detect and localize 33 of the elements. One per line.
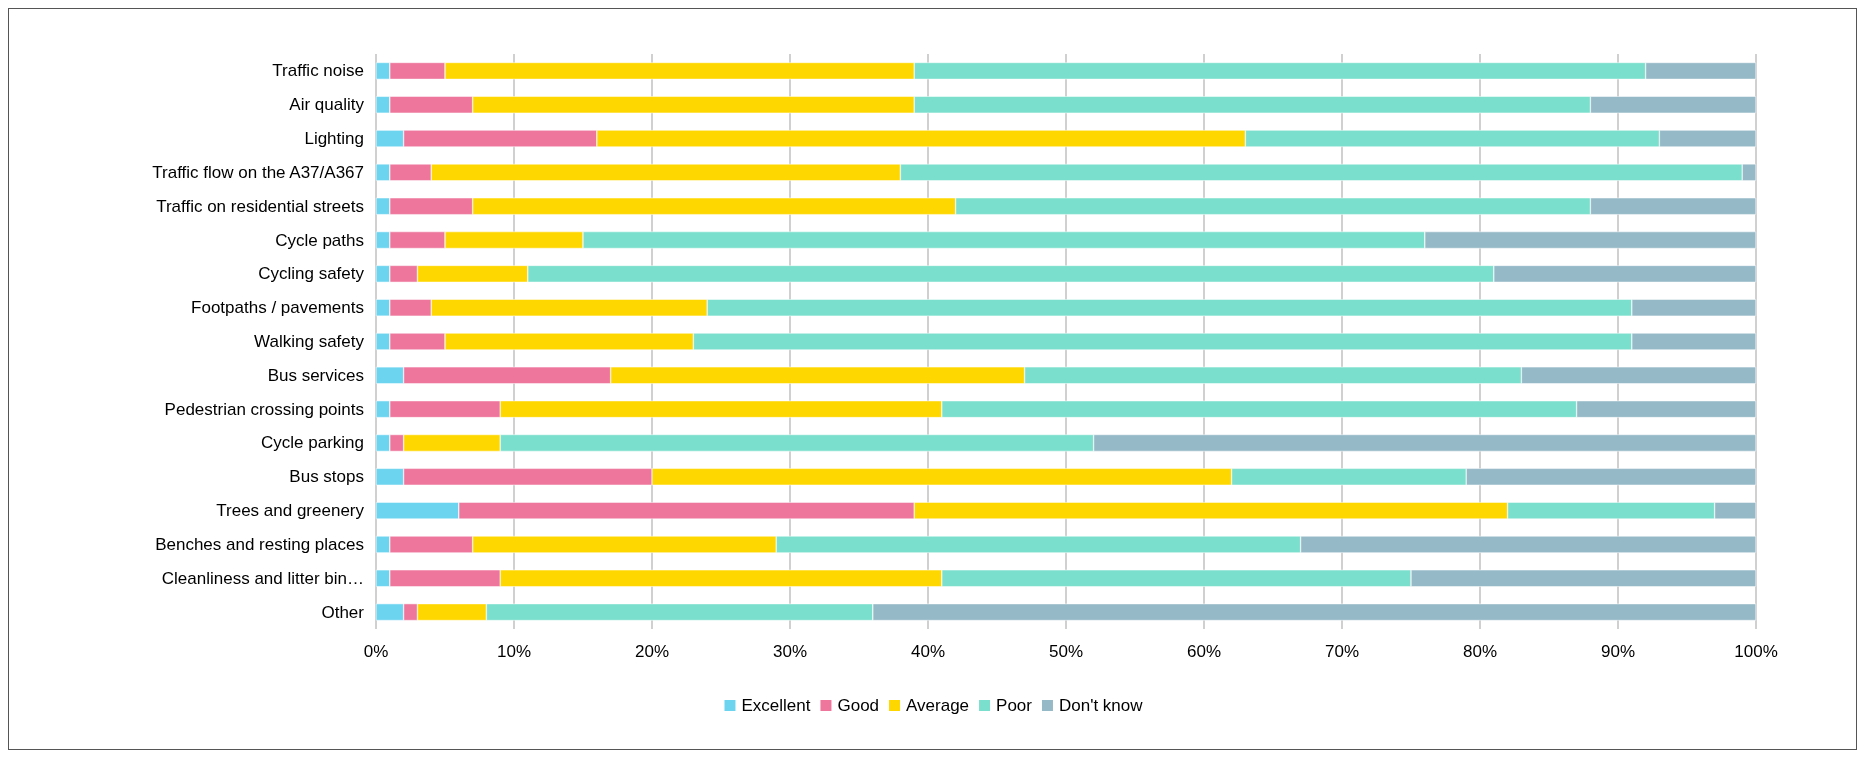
- y-tick-label: Footpaths / pavements: [191, 298, 364, 318]
- y-tick-label: Other: [321, 602, 365, 622]
- y-tick-label: Cleanliness and litter bin…: [161, 568, 364, 588]
- y-tick-label: Air quality: [289, 95, 365, 115]
- x-tick-label: 50%: [1048, 642, 1084, 661]
- x-tick-label: 0%: [363, 642, 389, 661]
- legend-label: Average: [906, 696, 970, 715]
- x-tick-label: 20%: [634, 642, 670, 661]
- x-tick-label: 40%: [910, 642, 946, 661]
- x-tick-label: 10%: [496, 642, 532, 661]
- x-tick-label: 60%: [1186, 642, 1222, 661]
- x-tick-label: 80%: [1462, 642, 1498, 661]
- y-tick-label: Traffic noise: [272, 61, 364, 81]
- y-tick-label: Bus services: [267, 365, 364, 385]
- y-tick-label: Traffic on residential streets: [156, 196, 364, 216]
- legend-label: Poor: [996, 696, 1033, 715]
- legend-label: Don't know: [1058, 696, 1144, 715]
- y-tick-label: Pedestrian crossing points: [164, 399, 364, 419]
- x-tick-label: 100%: [1734, 642, 1778, 661]
- y-tick-label: Trees and greenery: [216, 501, 365, 521]
- y-tick-label: Traffic flow on the A37/A367: [152, 162, 364, 182]
- y-tick-label: Benches and resting places: [155, 534, 364, 554]
- legend-label: Good: [837, 696, 880, 715]
- y-tick-label: Lighting: [304, 129, 364, 149]
- y-tick-label: Walking safety: [254, 332, 365, 351]
- y-tick-label: Cycle paths: [275, 230, 364, 250]
- y-tick-label: Bus stops: [289, 467, 364, 487]
- x-tick-label: 30%: [772, 642, 808, 661]
- y-tick-label: Cycling safety: [258, 264, 365, 284]
- x-tick-label: 90%: [1600, 642, 1636, 661]
- y-tick-label: Cycle parking: [261, 433, 364, 453]
- legend-label: Excellent: [741, 696, 811, 715]
- x-tick-label: 70%: [1324, 642, 1360, 661]
